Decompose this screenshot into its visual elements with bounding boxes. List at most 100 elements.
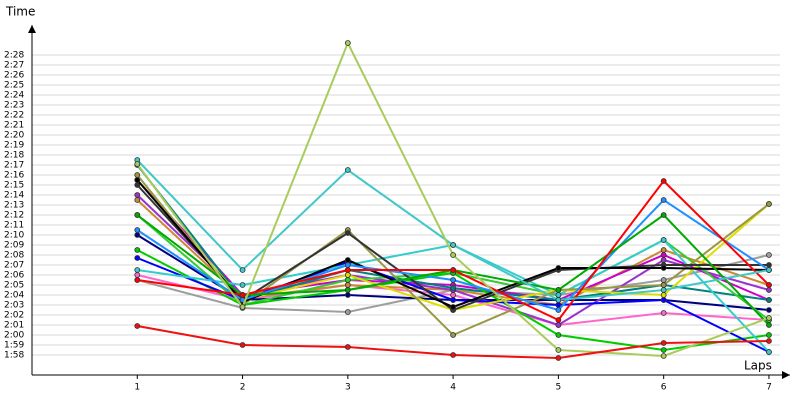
y-tick-label: 2:02 bbox=[4, 311, 24, 321]
data-point bbox=[555, 297, 562, 303]
data-point bbox=[766, 338, 772, 344]
data-point bbox=[134, 277, 141, 283]
y-tick-label: 2:03 bbox=[4, 301, 24, 311]
data-point bbox=[766, 349, 772, 355]
x-tick-label: 6 bbox=[661, 383, 667, 393]
data-point bbox=[134, 172, 141, 178]
data-point bbox=[766, 267, 772, 273]
data-point bbox=[660, 297, 667, 303]
data-point bbox=[344, 267, 351, 273]
y-tick-label: 1:59 bbox=[4, 341, 24, 351]
data-point bbox=[134, 247, 141, 253]
data-point bbox=[766, 322, 772, 328]
data-point bbox=[239, 292, 246, 298]
data-point bbox=[555, 307, 562, 313]
data-point bbox=[344, 272, 351, 278]
data-point bbox=[766, 307, 772, 313]
data-point bbox=[450, 297, 457, 303]
y-tick-label: 2:09 bbox=[4, 241, 24, 251]
data-point bbox=[660, 292, 667, 298]
data-point bbox=[134, 197, 141, 203]
y-tick-label: 2:12 bbox=[4, 211, 24, 221]
y-tick-label: 2:19 bbox=[4, 141, 24, 151]
data-point bbox=[450, 352, 457, 358]
data-point bbox=[660, 237, 667, 243]
y-tick-label: 2:21 bbox=[4, 121, 24, 131]
data-point bbox=[450, 267, 457, 273]
x-tick-label: 7 bbox=[766, 383, 772, 393]
data-point bbox=[134, 323, 141, 329]
data-point bbox=[450, 252, 457, 258]
data-point bbox=[766, 315, 772, 321]
data-point bbox=[344, 292, 351, 298]
data-point bbox=[134, 232, 141, 238]
data-point bbox=[344, 262, 351, 268]
y-tick-label: 2:04 bbox=[4, 291, 24, 301]
data-point bbox=[555, 355, 562, 361]
y-tick-label: 2:20 bbox=[4, 131, 24, 141]
data-point bbox=[344, 344, 351, 350]
data-point bbox=[344, 287, 351, 293]
y-tick-label: 2:28 bbox=[4, 51, 24, 61]
y-tick-label: 2:15 bbox=[4, 181, 24, 191]
data-point bbox=[660, 347, 667, 353]
data-point bbox=[134, 272, 141, 278]
data-point bbox=[344, 277, 351, 283]
data-point bbox=[134, 212, 141, 218]
data-point bbox=[660, 310, 667, 316]
y-tick-label: 2:26 bbox=[4, 71, 24, 81]
data-point bbox=[660, 178, 667, 184]
data-point bbox=[450, 277, 457, 283]
data-point bbox=[660, 197, 667, 203]
data-point bbox=[134, 161, 141, 167]
data-point bbox=[766, 262, 772, 268]
data-point bbox=[660, 247, 667, 253]
y-tick-label: 2:25 bbox=[4, 81, 24, 91]
y-tick-label: 2:07 bbox=[4, 261, 24, 271]
data-point bbox=[766, 332, 772, 338]
data-point bbox=[134, 267, 141, 273]
data-point bbox=[134, 192, 141, 198]
data-point bbox=[344, 282, 351, 288]
data-point bbox=[239, 304, 246, 310]
y-tick-label: 2:18 bbox=[4, 151, 24, 161]
data-point bbox=[555, 322, 562, 328]
data-point bbox=[450, 292, 457, 298]
y-tick-label: 1:58 bbox=[4, 351, 24, 361]
data-point bbox=[555, 287, 562, 293]
data-point bbox=[766, 287, 772, 293]
y-tick-label: 2:11 bbox=[4, 221, 24, 231]
data-point bbox=[344, 167, 351, 173]
data-point bbox=[766, 201, 772, 207]
data-point bbox=[134, 177, 141, 183]
data-point bbox=[555, 317, 562, 323]
x-tick-label: 1 bbox=[134, 383, 140, 393]
data-point bbox=[766, 252, 772, 258]
x-tick-label: 2 bbox=[240, 383, 246, 393]
data-point bbox=[766, 282, 772, 288]
y-tick-label: 2:08 bbox=[4, 251, 24, 261]
data-point bbox=[555, 265, 562, 271]
y-tick-label: 2:14 bbox=[4, 191, 24, 201]
data-point bbox=[344, 309, 351, 315]
x-tick-label: 3 bbox=[345, 383, 351, 393]
y-tick-label: 2:17 bbox=[4, 161, 24, 171]
y-tick-label: 2:16 bbox=[4, 171, 24, 181]
data-point bbox=[660, 277, 667, 283]
y-tick-label: 2:05 bbox=[4, 281, 24, 291]
data-point bbox=[555, 292, 562, 298]
data-point bbox=[766, 297, 772, 303]
data-point bbox=[134, 227, 141, 233]
y-axis-arrow bbox=[28, 25, 36, 33]
data-point bbox=[239, 267, 246, 273]
y-tick-label: 2:00 bbox=[4, 331, 24, 341]
y-tick-label: 2:06 bbox=[4, 271, 24, 281]
y-axis-title: Time bbox=[5, 5, 35, 19]
y-tick-label: 2:10 bbox=[4, 231, 24, 241]
y-tick-label: 2:22 bbox=[4, 111, 24, 121]
data-point bbox=[660, 252, 667, 258]
data-point bbox=[660, 282, 667, 288]
data-point bbox=[450, 332, 457, 338]
y-tick-label: 2:24 bbox=[4, 91, 24, 101]
